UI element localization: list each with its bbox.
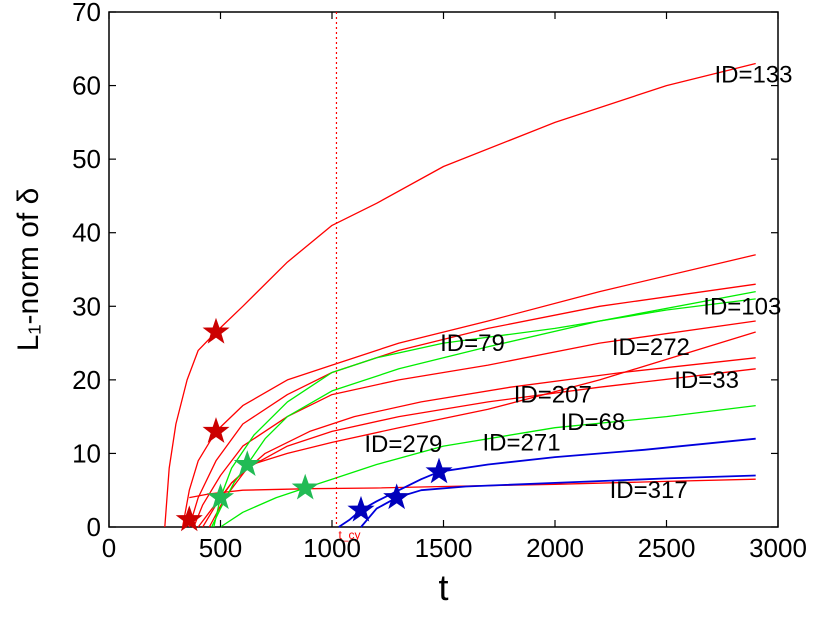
x-axis-title: t [438,567,448,608]
plot-frame [108,11,779,528]
series-line-red-2 [188,283,756,528]
annotation-label: ID=207 [514,382,592,409]
annotation-label: ID=317 [610,477,688,504]
x-tick-label: 1500 [415,533,473,563]
series-line-red-6 [208,368,756,528]
series-line-red-0 [164,62,756,528]
y-tick-label: 20 [72,365,101,395]
series-line-green-9 [211,290,756,528]
annotation-label: ID=279 [364,431,442,458]
annotation-label: ID=133 [714,62,792,89]
star-marker-2 [202,317,230,344]
y-axis-ticks: 0 10 20 30 40 50 60 70 [72,0,778,542]
vline-label: t_cy [338,528,360,542]
star-marker-5 [291,473,319,500]
y-axis-title: L₁-norm of δ [12,188,45,352]
star-marker-4 [233,450,261,476]
y-tick-label: 50 [72,144,101,174]
x-tick-label: 1000 [303,533,361,563]
series-line-green-10 [220,404,756,528]
vline-layer: t_cy [335,12,360,542]
star-marker-7 [383,483,411,510]
annotation-label: ID=103 [703,293,781,320]
series-line-red-1 [181,254,756,528]
x-tick-label: 2500 [638,533,696,563]
star-marker-6 [347,495,375,522]
annotation-label: ID=33 [674,367,739,394]
annotation-label: ID=68 [561,409,626,436]
x-tick-label: 0 [102,533,116,563]
x-tick-label: 2000 [526,533,584,563]
y-tick-label: 10 [72,438,101,468]
star-marker-8 [425,457,453,484]
annotation-label: ID=271 [483,429,561,456]
annotation-label: ID=79 [440,330,505,357]
star-marker-3 [206,483,235,510]
series-line-blue-12 [360,474,756,528]
x-axis-ticks: 0 500 1000 1500 2000 2500 3000 [102,12,807,563]
x-tick-label: 3000 [749,533,807,563]
star-marker-0 [175,505,203,532]
series-line-red-3 [193,320,756,528]
marker-layer [175,317,453,532]
y-tick-label: 0 [87,512,101,542]
x-tick-label: 500 [199,533,242,563]
y-tick-label: 30 [72,291,101,321]
y-tick-label: 70 [72,0,101,27]
y-tick-label: 40 [72,218,101,248]
annotation-label: ID=272 [612,334,690,361]
y-tick-label: 60 [72,71,101,101]
star-marker-1 [202,417,230,443]
